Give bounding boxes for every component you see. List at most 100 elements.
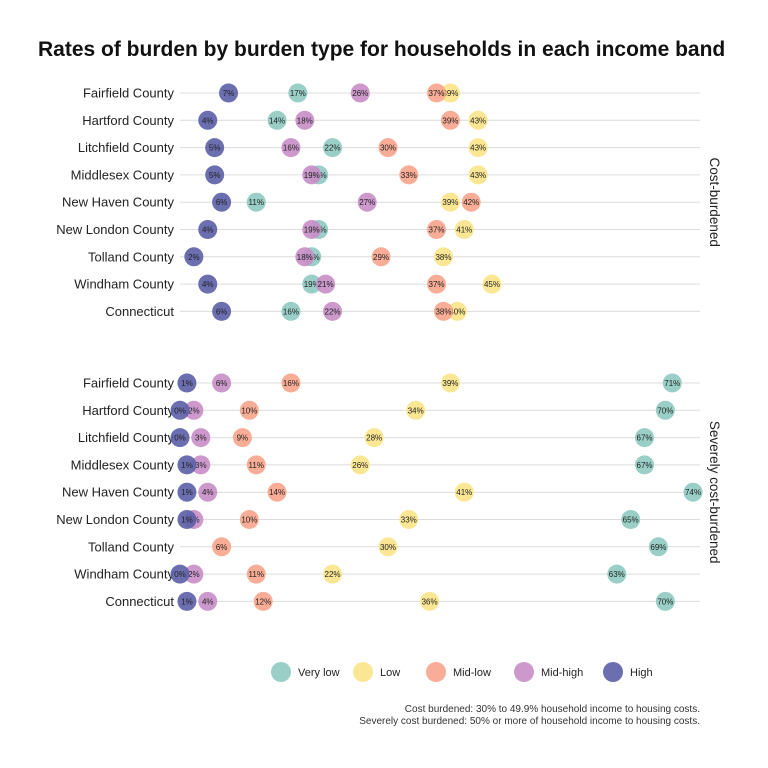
data-label: 39%	[442, 198, 458, 207]
data-label: 2%	[188, 570, 200, 579]
data-point	[281, 301, 301, 321]
county-label: Hartford County	[82, 113, 174, 128]
gridlines	[180, 92, 700, 602]
data-point	[454, 482, 474, 502]
data-point	[302, 220, 322, 239]
data-point	[267, 482, 287, 502]
data-point	[253, 591, 273, 611]
county-label: Windham County	[74, 277, 174, 292]
data-label: 16%	[283, 379, 299, 388]
county-label: Windham County	[74, 567, 174, 582]
data-point	[378, 537, 398, 557]
data-point	[447, 301, 467, 321]
data-point	[246, 455, 266, 475]
data-label: 40%	[449, 307, 465, 316]
legend-label: Very low	[298, 667, 340, 679]
data-label: 2%	[188, 253, 200, 262]
data-label: 37%	[429, 89, 445, 98]
data-point	[184, 400, 204, 420]
data-point	[198, 220, 218, 239]
data-point	[433, 247, 453, 267]
data-point	[350, 83, 370, 103]
data-point	[648, 537, 668, 557]
data-label: 67%	[637, 461, 653, 470]
data-label: 33%	[401, 516, 417, 525]
legend-swatch	[271, 662, 291, 682]
data-point	[232, 428, 252, 448]
county-label: New London County	[56, 512, 174, 527]
data-point	[170, 400, 190, 420]
legend-swatch	[514, 662, 534, 682]
data-label: 10%	[241, 406, 257, 415]
data-label: 18%	[297, 116, 313, 125]
data-point	[295, 110, 315, 130]
caption-line-2: Severely cost burdened: 50% or more of h…	[359, 716, 700, 727]
data-point	[683, 482, 703, 502]
data-point	[420, 591, 440, 611]
data-point	[427, 83, 447, 103]
data-point	[177, 510, 197, 529]
data-label: 0%	[174, 434, 186, 443]
data-point	[184, 564, 204, 584]
data-label: 45%	[484, 280, 500, 289]
data-point	[177, 455, 197, 475]
data-label: 65%	[623, 516, 639, 525]
data-label: 69%	[650, 543, 666, 552]
data-label: 41%	[456, 488, 472, 497]
data-label: 3%	[195, 434, 207, 443]
data-point	[205, 138, 225, 158]
data-label: 9%	[237, 434, 249, 443]
data-label: 70%	[657, 597, 673, 606]
data-point	[212, 301, 232, 321]
data-point	[433, 301, 453, 321]
county-label: Middlesex County	[71, 457, 175, 472]
data-label: 30%	[380, 543, 396, 552]
data-point	[191, 428, 211, 448]
facet-label: Cost-burdened	[707, 158, 722, 247]
legend-swatch	[426, 662, 446, 682]
data-label: 0%	[174, 570, 186, 579]
data-point	[205, 165, 225, 185]
legend-swatch	[353, 662, 373, 682]
data-label: 6%	[216, 307, 228, 316]
data-label: 41%	[456, 226, 472, 235]
data-label: 30%	[380, 144, 396, 153]
data-label: 37%	[429, 226, 445, 235]
data-label: 11%	[249, 570, 264, 579]
county-label: Tolland County	[88, 249, 174, 264]
data-label: 4%	[202, 488, 214, 497]
data-point	[621, 510, 641, 529]
data-label: 7%	[223, 89, 235, 98]
data-point	[399, 510, 419, 529]
facet-label: Severely cost-burdened	[707, 421, 722, 564]
data-label: 12%	[255, 597, 271, 606]
data-label: 11%	[249, 198, 264, 207]
data-label: 22%	[325, 307, 341, 316]
legend: Very low Low Mid-low Mid-high High	[271, 662, 653, 682]
data-label: 38%	[435, 253, 451, 262]
data-label: 29%	[373, 253, 389, 262]
data-label: 19%	[304, 171, 320, 180]
data-point	[177, 591, 197, 611]
data-point	[364, 428, 384, 448]
data-label: 1%	[181, 488, 193, 497]
legend-label: Low	[380, 667, 400, 679]
data-point	[635, 428, 655, 448]
data-label: 71%	[664, 379, 680, 388]
data-label: 37%	[429, 280, 445, 289]
data-point	[323, 564, 343, 584]
data-label: 34%	[408, 406, 424, 415]
data-point	[655, 400, 675, 420]
data-point	[427, 220, 447, 239]
data-label: 11%	[249, 461, 264, 470]
data-point	[635, 455, 655, 475]
county-label: New Haven County	[62, 485, 174, 500]
data-label: 1%	[181, 516, 193, 525]
data-point	[198, 110, 218, 130]
data-point	[246, 192, 266, 212]
data-label: 5%	[209, 144, 221, 153]
data-label: 6%	[216, 543, 228, 552]
data-label: 19%	[304, 226, 320, 235]
data-point	[170, 428, 190, 448]
data-point	[281, 138, 301, 158]
